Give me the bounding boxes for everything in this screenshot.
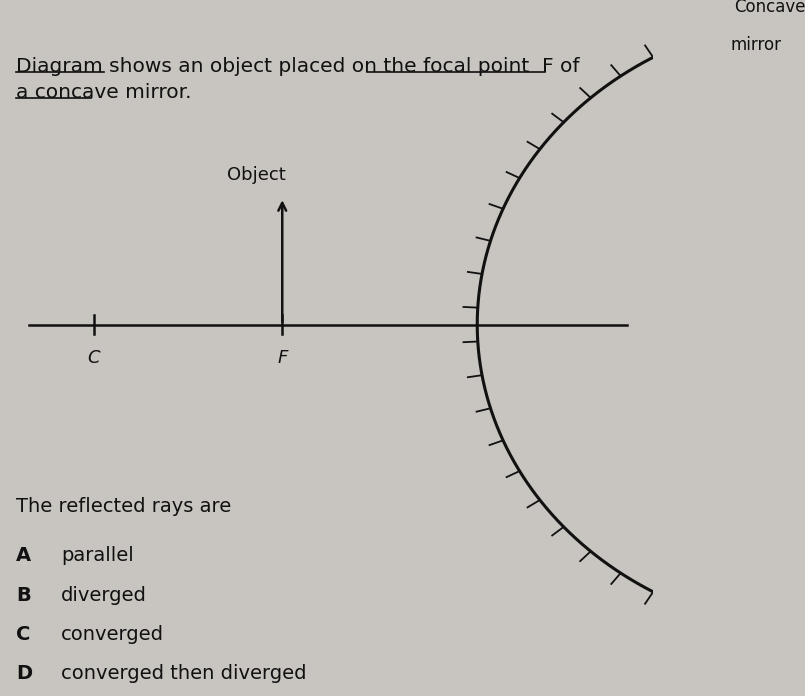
Text: Object: Object (227, 166, 286, 184)
Text: converged: converged (61, 625, 164, 644)
Text: C: C (88, 349, 100, 367)
Text: converged then diverged: converged then diverged (61, 664, 307, 683)
Text: Diagram shows an object placed on the focal point  F of: Diagram shows an object placed on the fo… (16, 57, 580, 76)
Text: F: F (277, 349, 287, 367)
Text: The reflected rays are: The reflected rays are (16, 498, 231, 516)
Text: diverged: diverged (61, 585, 147, 605)
Text: B: B (16, 585, 31, 605)
Text: a concave mirror.: a concave mirror. (16, 83, 192, 102)
Text: C: C (16, 625, 30, 644)
Text: parallel: parallel (61, 546, 134, 565)
Text: A: A (16, 546, 31, 565)
Text: Concave: Concave (734, 0, 805, 17)
Text: D: D (16, 664, 32, 683)
Text: mirror: mirror (731, 36, 782, 54)
